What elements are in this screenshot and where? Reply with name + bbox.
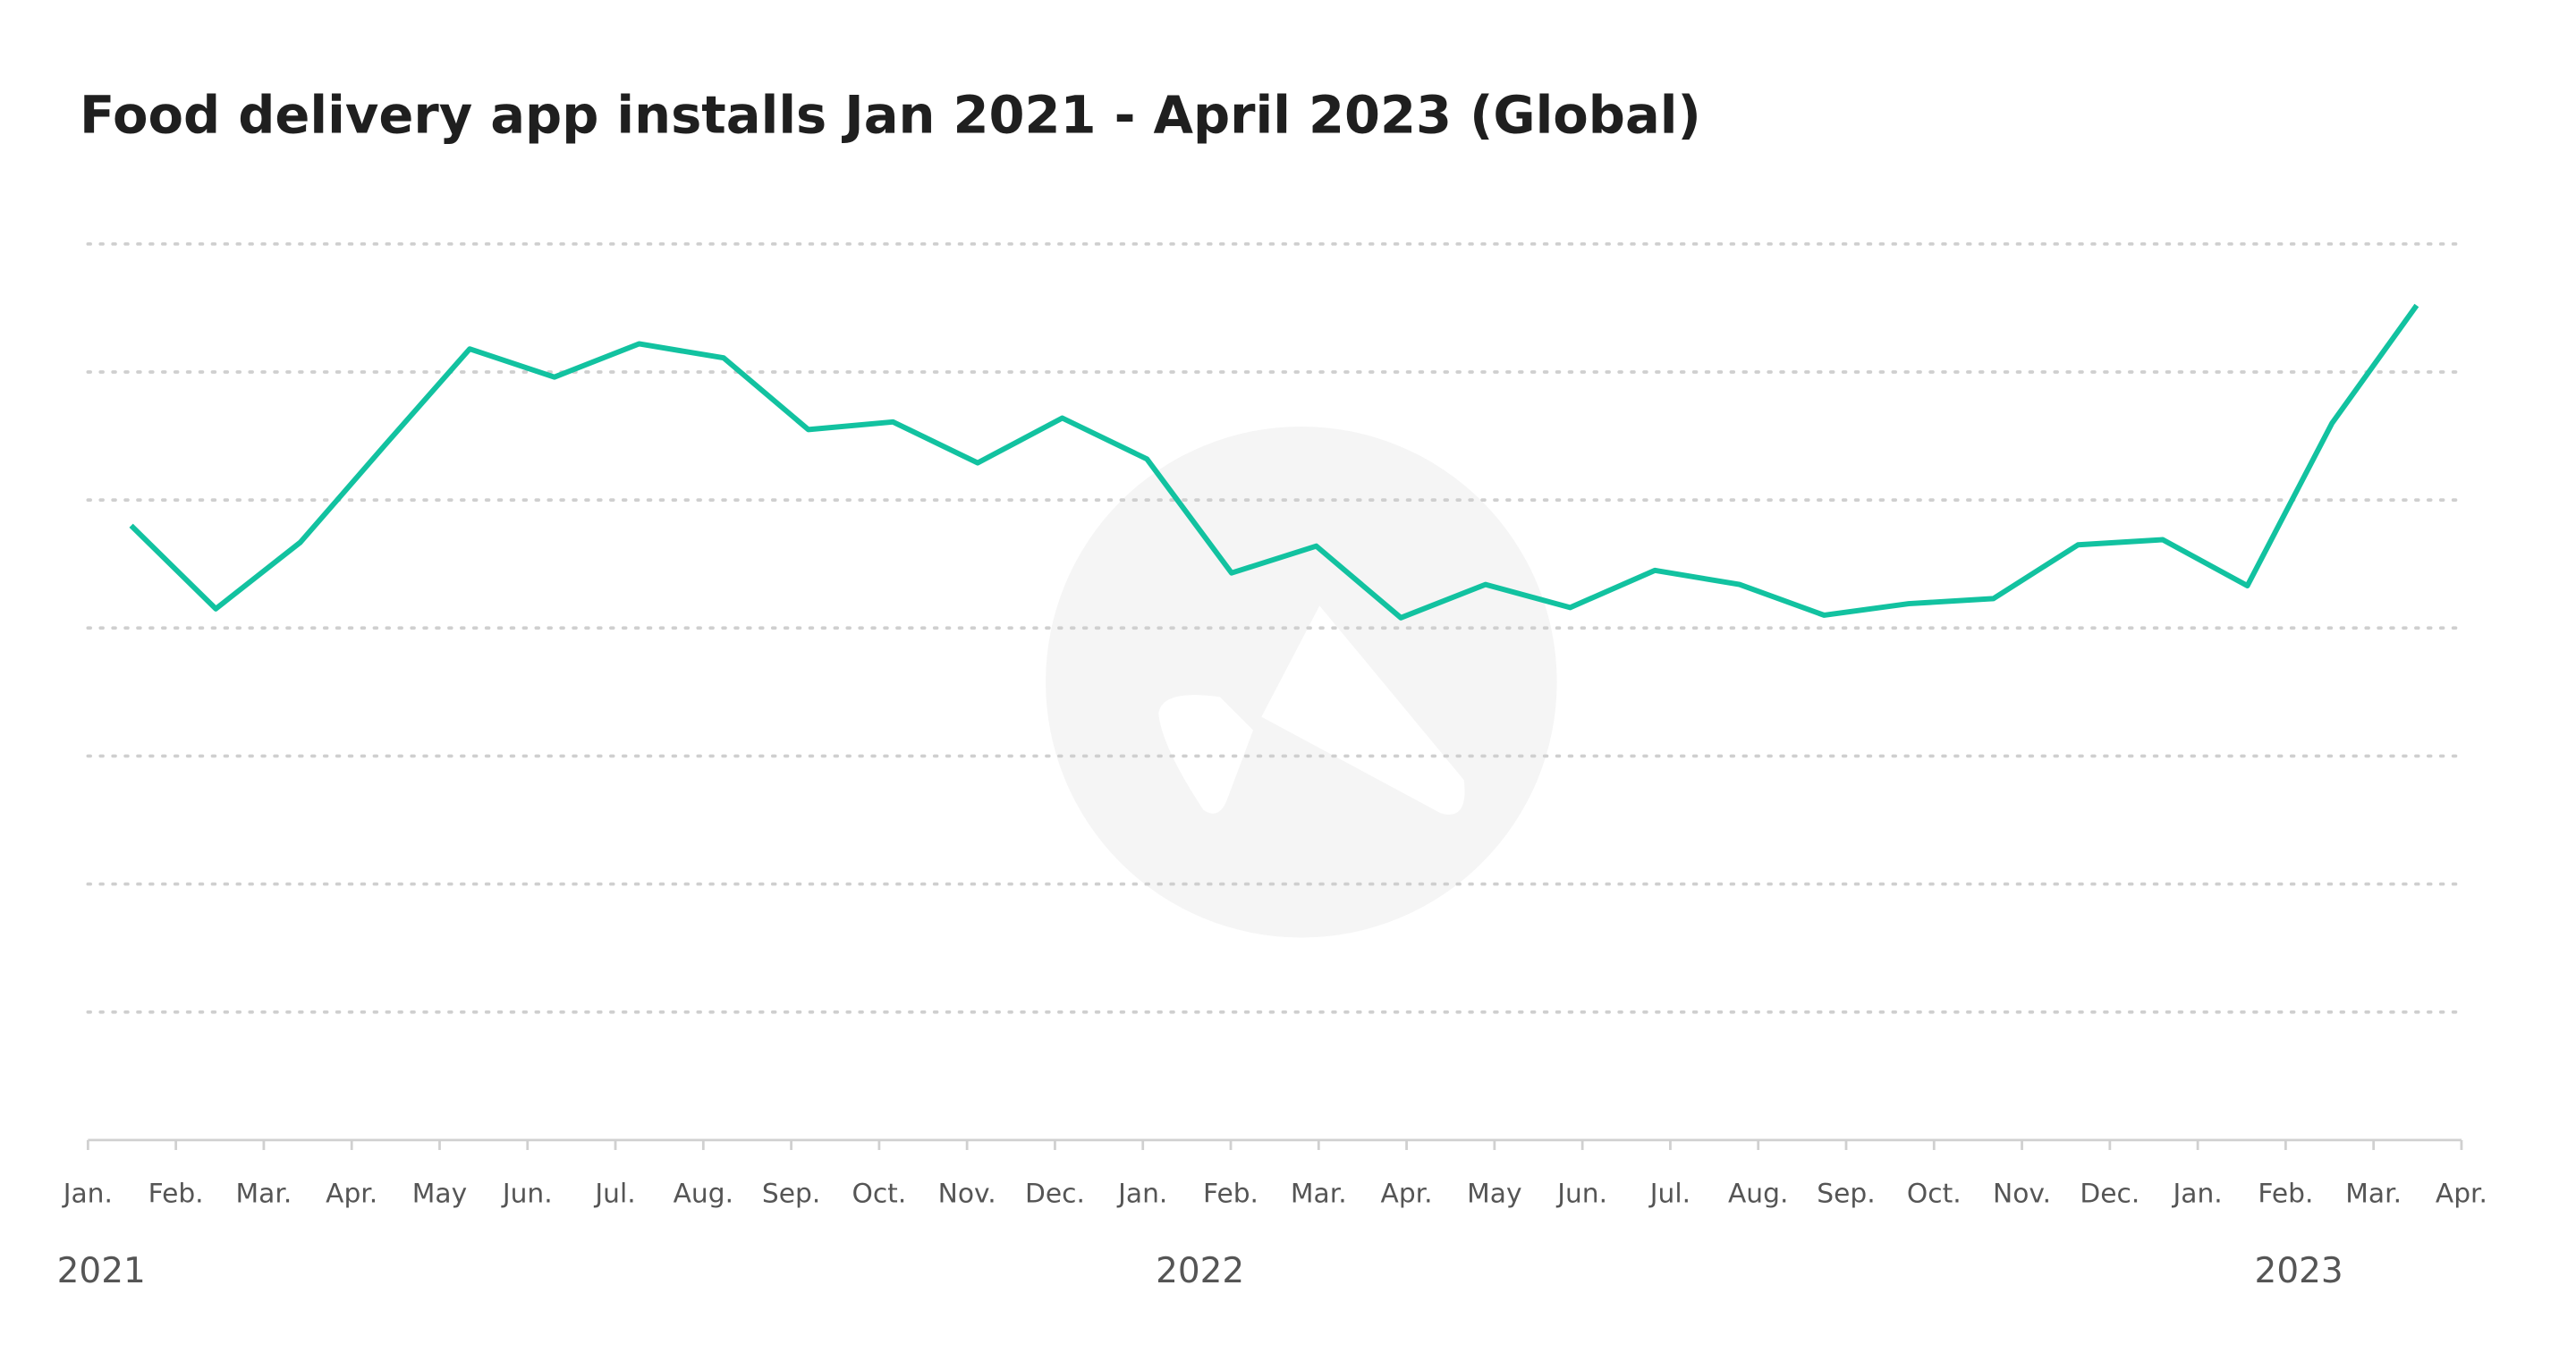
x-tick-label: Mar.: [1291, 1179, 1347, 1210]
x-tick-label: Mar.: [2345, 1179, 2402, 1210]
x-tick-label: May: [1467, 1179, 1521, 1210]
line-series: [129, 303, 2419, 621]
chart-title: Food delivery app installs Jan 2021 - Ap…: [80, 85, 1701, 145]
x-tick-label: Jun.: [1555, 1179, 1607, 1210]
x-tick-label: Sep.: [762, 1179, 820, 1210]
x-tick-label: Jan.: [1116, 1179, 1167, 1210]
x-tick-label: Nov.: [938, 1179, 996, 1210]
x-tick-label: Apr.: [2436, 1179, 2487, 1210]
x-tick-label: Feb.: [148, 1179, 204, 1210]
x-tick-label: Aug.: [1728, 1179, 1788, 1210]
x-tick-label: Oct.: [1907, 1179, 1962, 1210]
watermark: [1046, 426, 1557, 938]
x-tick-label: Jun.: [501, 1179, 553, 1210]
x-tick-label: Apr.: [1381, 1179, 1433, 1210]
x-tick-label: Apr.: [326, 1179, 377, 1210]
x-tick-label: Jul.: [1648, 1179, 1690, 1210]
year-label: 2023: [2255, 1251, 2343, 1291]
x-tick-label: Sep.: [1817, 1179, 1875, 1210]
x-tick-label: Mar.: [236, 1179, 292, 1210]
x-tick-label: Feb.: [1203, 1179, 1258, 1210]
x-tick-label: Aug.: [674, 1179, 733, 1210]
x-tick-label: Feb.: [2258, 1179, 2313, 1210]
x-tick-label: Nov.: [1993, 1179, 2051, 1210]
x-tick-label: Jul.: [593, 1179, 635, 1210]
x-tick-label: Oct.: [852, 1179, 906, 1210]
year-label: 2022: [1156, 1251, 1244, 1291]
x-tick-label: May: [412, 1179, 467, 1210]
x-tick-label: Dec.: [1025, 1179, 1085, 1210]
x-tick-label: Dec.: [2080, 1179, 2140, 1210]
x-tick-label: Jan.: [62, 1179, 113, 1210]
x-tick-label: Jan.: [2172, 1179, 2223, 1210]
year-label: 2021: [57, 1251, 146, 1291]
